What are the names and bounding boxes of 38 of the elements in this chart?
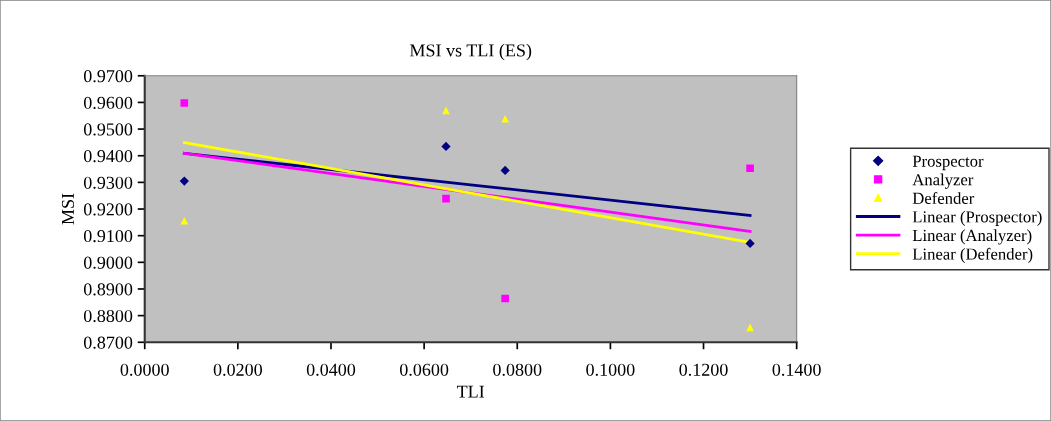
y-tick-label: 0.9300 <box>83 176 133 189</box>
point <box>441 141 451 152</box>
point <box>746 323 754 332</box>
x-tick-label: 0.0800 <box>493 363 542 376</box>
legend-label: Defender <box>912 192 975 204</box>
point <box>179 176 189 186</box>
point <box>501 294 509 303</box>
point <box>180 99 189 107</box>
legend-label: Analyzer <box>912 173 974 189</box>
x-tick-label: 0.1200 <box>679 363 728 376</box>
y-tick-label: 0.9500 <box>83 123 133 136</box>
point <box>745 238 755 249</box>
point <box>500 165 510 175</box>
point <box>442 194 450 203</box>
x-tick-label: 0.0200 <box>213 363 262 376</box>
x-tick-label: 0.0000 <box>120 363 169 376</box>
x-tick-label: 0.0600 <box>399 363 449 376</box>
y-tick-label: 0.9000 <box>83 256 133 269</box>
x-tick-label: 0.1000 <box>586 363 635 376</box>
y-tick-label: 0.8800 <box>83 309 133 323</box>
point <box>180 216 189 225</box>
y-axis-title: MSI <box>61 193 75 225</box>
y-tick-label: 0.9200 <box>83 203 133 216</box>
y-tick-label: 0.8700 <box>83 336 133 349</box>
x-tick-label: 0.0400 <box>306 363 356 376</box>
point <box>746 164 754 173</box>
legend-label: Prospector <box>912 155 984 171</box>
legend-label: Linear (Prospector) <box>912 210 1042 226</box>
chart-title: MSI vs TLI (ES) <box>409 43 532 61</box>
y-tick-label: 0.9700 <box>83 70 133 83</box>
x-axis-title: TLI <box>456 385 485 398</box>
y-tick-label: 0.9400 <box>83 149 133 163</box>
y-tick-label: 0.9600 <box>83 96 133 109</box>
y-tick-label: 0.9100 <box>83 229 133 243</box>
y-tick-label: 0.8900 <box>83 283 133 296</box>
legend-label: Linear (Defender) <box>912 247 1033 264</box>
x-tick-label: 0.1400 <box>772 363 821 376</box>
legend-label: Linear (Analyzer) <box>912 229 1032 245</box>
